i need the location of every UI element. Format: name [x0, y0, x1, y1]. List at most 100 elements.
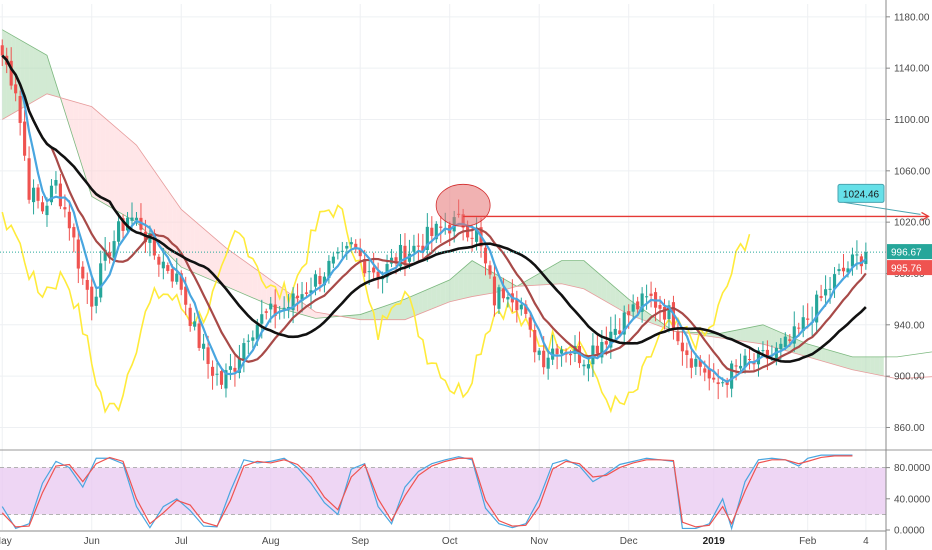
candle-body	[850, 254, 855, 267]
cloud-segment	[427, 287, 432, 311]
cloud-segment	[870, 356, 875, 375]
cloud-segment	[485, 268, 490, 295]
cloud-segment	[69, 100, 74, 141]
candle-body	[542, 350, 546, 368]
candle-body	[519, 304, 523, 310]
candle-body	[157, 256, 161, 265]
candle-body	[349, 242, 353, 245]
cloud-segment	[557, 260, 562, 285]
candle-body	[703, 368, 707, 373]
candle-body	[497, 287, 501, 309]
cloud-segment	[566, 260, 571, 286]
cloud-segment	[839, 353, 844, 368]
candle-body	[430, 227, 434, 236]
x-tick-label: Aug	[262, 536, 280, 547]
candle-body	[94, 296, 98, 306]
cloud-segment	[355, 314, 361, 320]
cloud-segment	[396, 300, 401, 320]
candle-body	[318, 276, 322, 285]
cloud-segment	[149, 164, 155, 241]
candle-body	[215, 373, 219, 375]
candle-body	[363, 259, 367, 274]
cloud-segment	[879, 356, 884, 377]
cloud-segment	[185, 213, 191, 271]
candle-body	[269, 303, 273, 310]
cloud-segment	[624, 295, 629, 315]
candle-body	[434, 223, 438, 240]
candle-body	[336, 251, 340, 254]
candle-body	[779, 343, 783, 350]
candle-body	[81, 266, 85, 279]
stoch-tick-label: 80.0000	[894, 463, 931, 474]
cloud-segment	[852, 356, 857, 371]
highlight-circle	[435, 183, 491, 227]
candle-body	[806, 318, 810, 320]
cloud-segment	[29, 45, 34, 105]
candle-body	[694, 358, 698, 367]
cloud-segment	[874, 356, 880, 376]
cloud-segment	[642, 308, 647, 322]
candle-body	[640, 293, 644, 312]
cloud-segment	[619, 291, 625, 312]
candle-body	[161, 261, 165, 269]
cloud-segment	[270, 279, 276, 307]
candle-body	[309, 290, 313, 294]
candle-body	[533, 330, 537, 353]
cloud-segment	[561, 260, 567, 285]
cloud-segment	[440, 281, 446, 306]
cloud-segment	[709, 333, 714, 337]
candles	[0, 39, 868, 400]
candle-body	[331, 256, 335, 264]
resistance-label: 1024.46	[843, 189, 880, 200]
cloud-segment	[843, 354, 848, 369]
candle-body	[103, 249, 107, 261]
candle-body	[528, 317, 532, 330]
cloud-segment	[865, 356, 871, 374]
cloud-segment	[762, 324, 768, 346]
cloud-segment	[592, 268, 598, 297]
cloud-segment	[158, 177, 164, 250]
cloud-segment	[199, 224, 204, 277]
resistance-label-connector	[843, 201, 921, 215]
cloud-segment	[239, 257, 244, 295]
candle-body	[345, 245, 349, 249]
cloud-segment	[745, 327, 750, 343]
candle-body	[313, 274, 318, 287]
cloud-segment	[91, 106, 97, 200]
candle-body	[739, 365, 743, 369]
cloud-segment	[753, 325, 759, 344]
cloud-segment	[834, 351, 840, 366]
candle-body	[618, 330, 622, 335]
candle-body	[63, 207, 67, 210]
candle-body	[707, 369, 711, 379]
x-tick-label: May	[0, 536, 12, 547]
cloud-segment	[803, 342, 808, 357]
candle-body	[568, 353, 573, 356]
candle-body	[273, 304, 277, 317]
cloud-segment	[100, 114, 106, 205]
cloud-segment	[360, 313, 365, 320]
y-tick-label: 900.00	[894, 372, 925, 383]
candle-body	[421, 245, 425, 251]
cloud-segment	[825, 349, 831, 364]
cloud-segment	[351, 314, 356, 319]
cloud-segment	[615, 287, 620, 310]
candle-body	[698, 359, 702, 367]
candle-body	[49, 185, 54, 203]
x-tick-label: Jul	[175, 536, 188, 547]
cloud-segment	[601, 276, 607, 302]
candle-body	[506, 296, 510, 300]
base-line	[1, 54, 867, 374]
candle-body	[425, 226, 429, 251]
candle-body	[134, 217, 139, 221]
cloud-segment	[127, 137, 133, 220]
cloud-segment	[749, 326, 754, 343]
candle-body	[327, 260, 331, 279]
grid	[0, 4, 886, 530]
candle-body	[537, 350, 541, 355]
cloud-segment	[731, 330, 737, 341]
cloud-segment	[476, 263, 482, 296]
candle-body	[219, 371, 224, 385]
